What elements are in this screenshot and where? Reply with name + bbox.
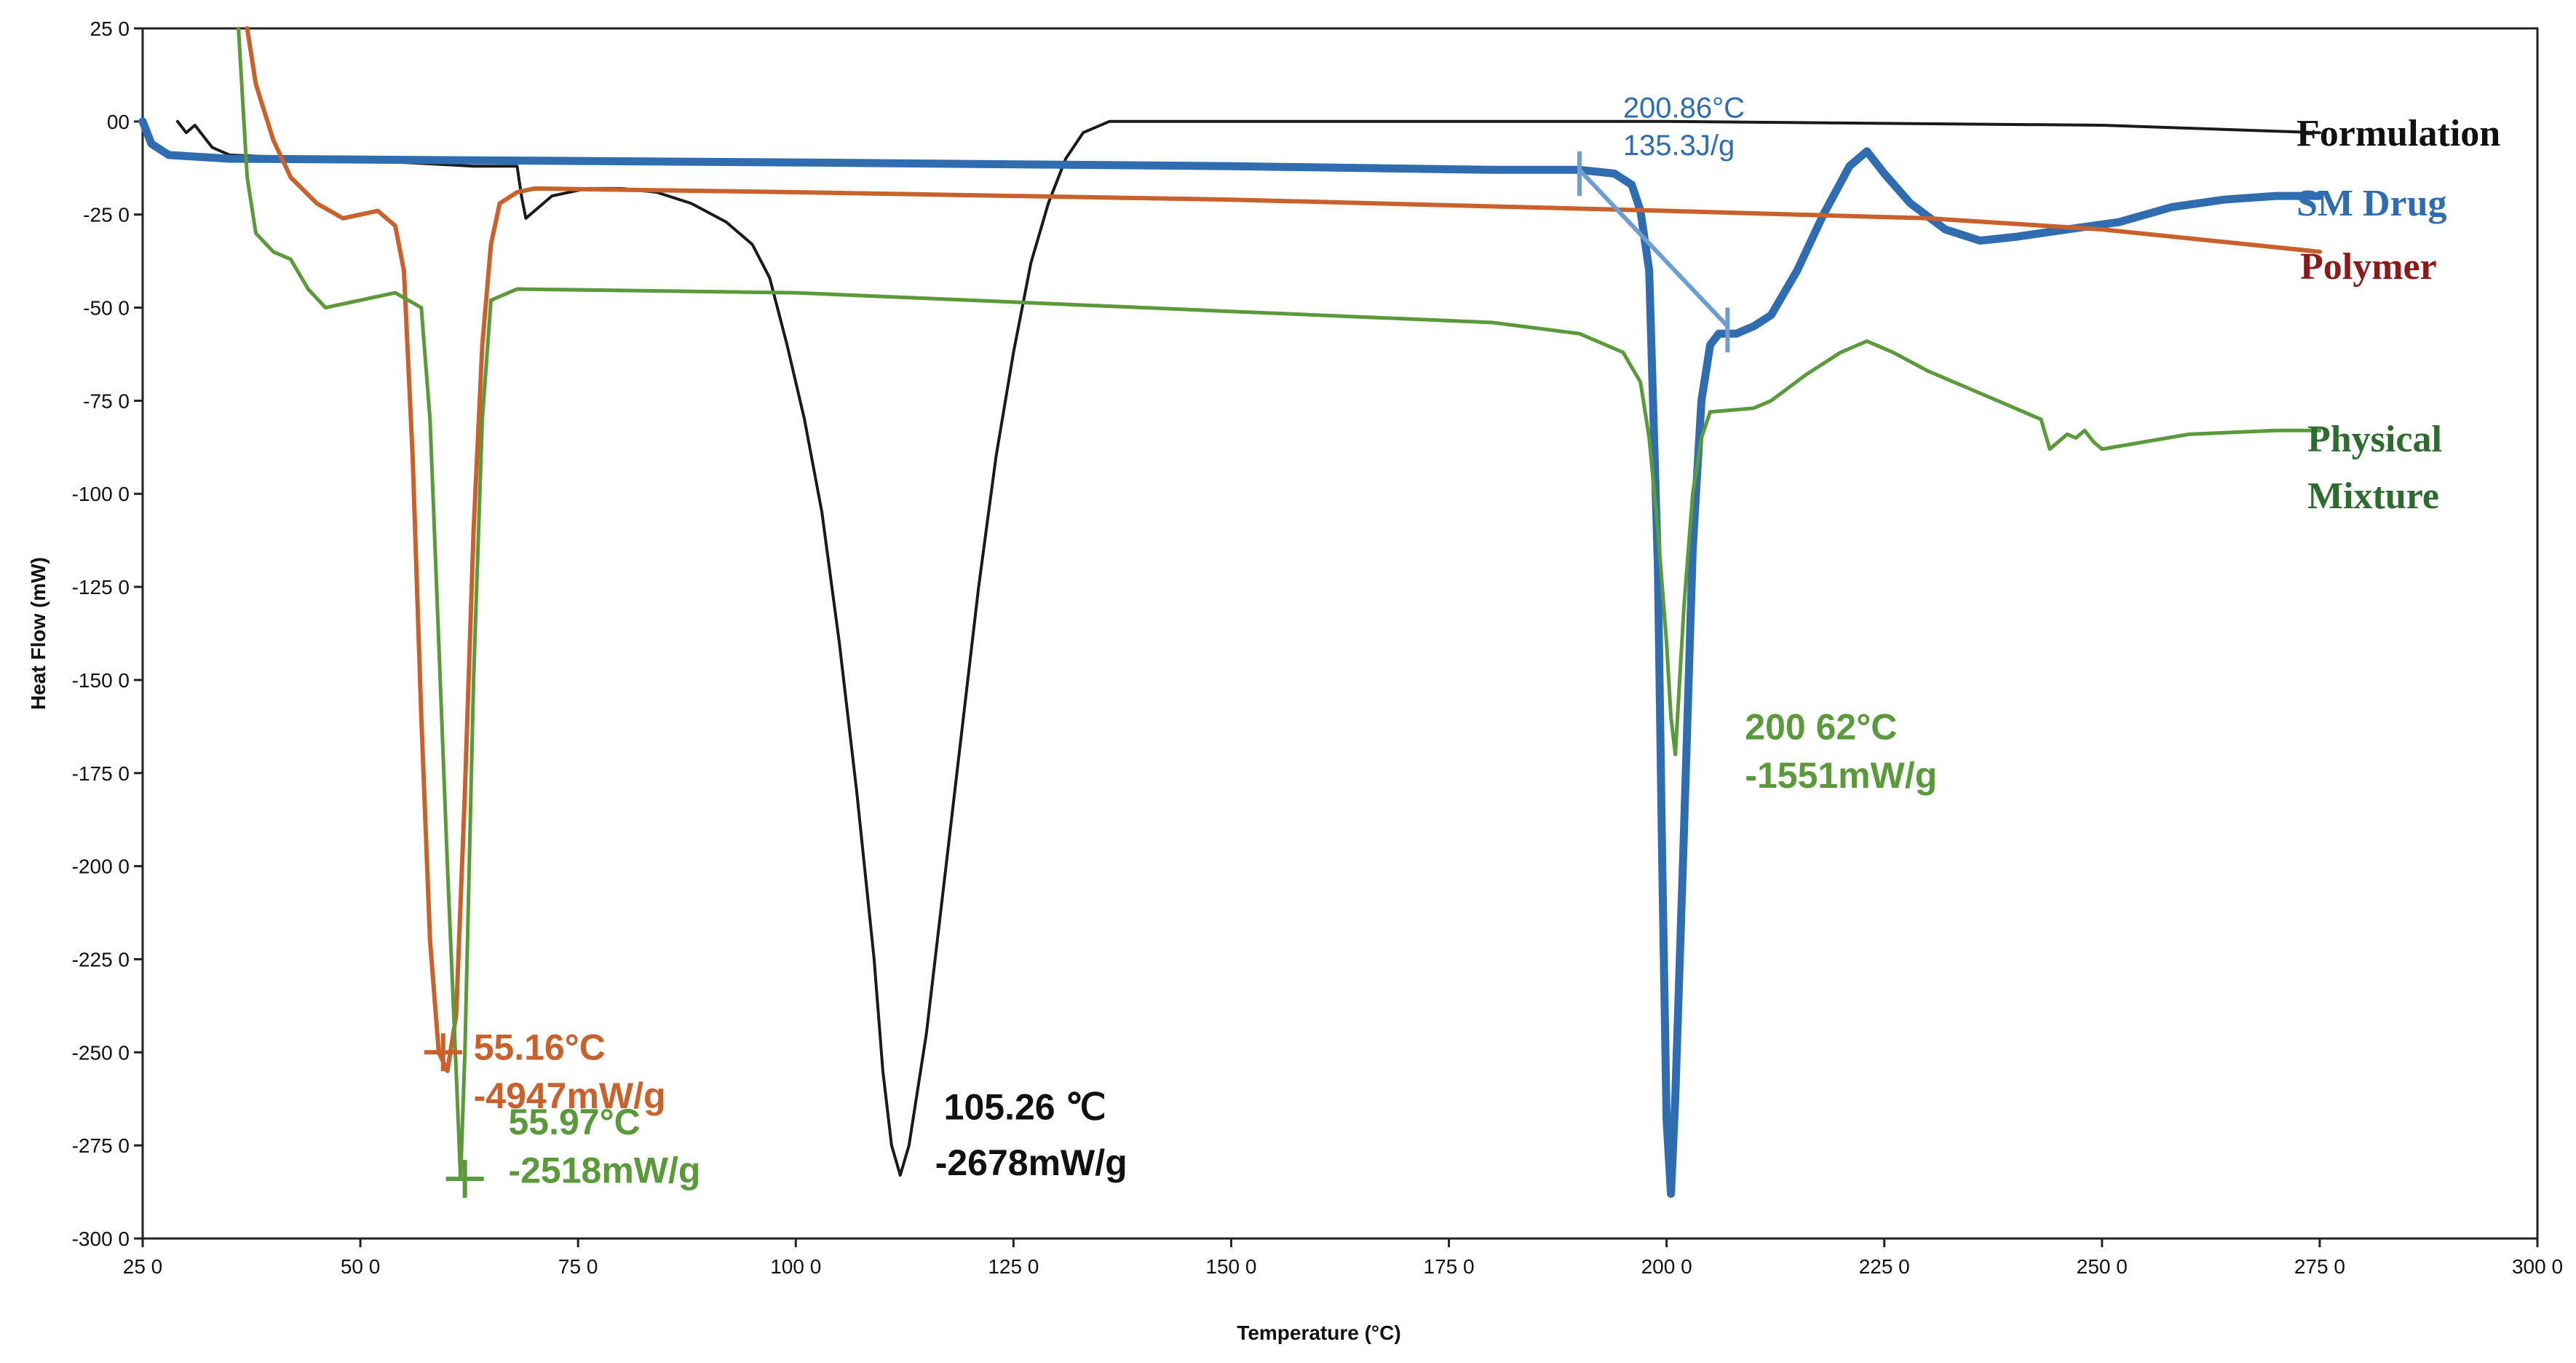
x-tick-label: 200 0 <box>1641 1255 1692 1278</box>
annotation-drug-temp: 200.86°C <box>1623 92 1745 125</box>
x-tick-label: 25 0 <box>123 1255 163 1278</box>
y-tick-label: -100 0 <box>72 483 130 505</box>
series-line-sm-drug <box>138 117 2324 1198</box>
y-tick-label: -250 0 <box>72 1041 130 1064</box>
y-tick-label: -275 0 <box>72 1134 130 1157</box>
annotation-mixture-peak-flow: -1551mW/g <box>1745 755 1937 796</box>
y-tick-label: -50 0 <box>83 297 130 320</box>
x-tick-label: 125 0 <box>988 1255 1039 1278</box>
legend-label-mixture: Mixture <box>2307 475 2439 517</box>
y-tick-label: -200 0 <box>72 856 130 878</box>
y-tick-label: 00 <box>107 111 130 133</box>
x-tick-label: 250 0 <box>2077 1255 2128 1278</box>
series-layer <box>138 26 2324 1198</box>
x-axis-title: Temperature (°C) <box>1237 1321 1400 1344</box>
annotation-mixture-temp: 55.97°C <box>508 1102 640 1142</box>
y-tick-label: -300 0 <box>72 1228 130 1250</box>
series-line-formulation <box>175 119 2321 1177</box>
legend: Formulation SM Drug Polymer Physical Mixture <box>2296 113 2500 517</box>
x-axis-ticks: 25 0 50 0 75 0 100 0 125 0 150 0 175 0 200 0 225… <box>123 1238 2563 1278</box>
y-tick-label: -125 0 <box>72 576 130 598</box>
y-axis-title: Heat Flow (mW) <box>27 557 49 710</box>
y-tick-label: -75 0 <box>83 390 130 412</box>
annotation-polymer-flow: -4947mW/g <box>474 1075 666 1116</box>
integration-baseline <box>1577 168 1729 328</box>
y-tick-label: -150 0 <box>72 669 130 692</box>
x-tick-label: 75 0 <box>558 1255 598 1278</box>
x-tick-label: 50 0 <box>341 1255 381 1278</box>
legend-label-formulation: Formulation <box>2296 113 2500 154</box>
annotation-mixture-flow: -2518mW/g <box>508 1150 700 1190</box>
legend-label-sm-drug: SM Drug <box>2296 183 2447 224</box>
annotation-formulation-temp: 105.26 ℃ <box>944 1086 1106 1127</box>
annotation-polymer-temp: 55.16°C <box>474 1027 606 1068</box>
x-tick-label: 275 0 <box>2294 1255 2345 1278</box>
y-tick-label: -225 0 <box>72 948 130 971</box>
annotation-formulation-flow: -2678mW/g <box>935 1142 1128 1183</box>
x-tick-label: 100 0 <box>770 1255 821 1278</box>
series-line-physical-mixture <box>237 26 2322 1181</box>
y-tick-label: -25 0 <box>83 204 130 226</box>
annotation-mixture-peak-temp: 200 62°C <box>1745 707 1897 748</box>
legend-label-physical: Physical <box>2307 419 2442 460</box>
annotation-drug-enthalpy: 135.3J/g <box>1623 130 1735 162</box>
peak-markers <box>424 1033 484 1198</box>
x-tick-label: 225 0 <box>1859 1255 1910 1278</box>
plot-frame <box>141 27 2539 1240</box>
y-tick-label: -175 0 <box>72 762 130 785</box>
legend-label-polymer: Polymer <box>2300 246 2437 288</box>
annotations: 200.86°C 135.3J/g 105.26 ℃ -2678mW/g 55.16°C… <box>474 92 1938 1191</box>
y-tick-label: 25 0 <box>90 17 130 40</box>
x-tick-label: 175 0 <box>1424 1255 1475 1278</box>
y-axis-ticks: 25 0 00 -25 0 -50 0 -75 0 -100 0 -125 0 -150 0 -… <box>72 17 143 1250</box>
series-line-polymer <box>245 26 2322 1073</box>
x-tick-label: 150 0 <box>1205 1255 1256 1278</box>
x-tick-label: 300 0 <box>2512 1255 2563 1278</box>
